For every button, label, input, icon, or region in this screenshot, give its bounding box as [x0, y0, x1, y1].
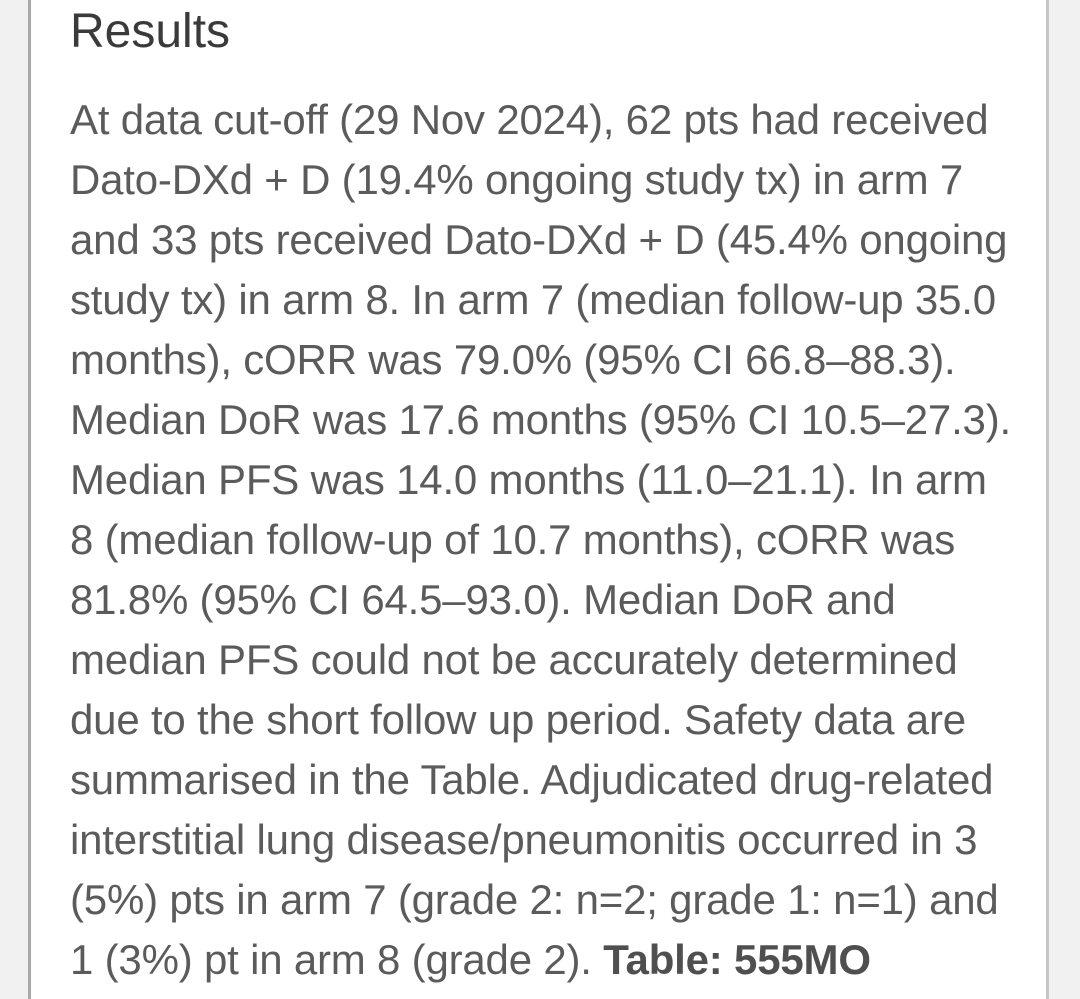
paragraph-line: Median DoR was 17.6 months (95% CI 10.5–…	[70, 396, 1011, 443]
paragraph-line: and 33 pts received Dato-DXd + D (45.4% …	[70, 216, 1008, 263]
paragraph-line: Median PFS was 14.0 months (11.0–21.1). …	[70, 456, 987, 503]
paragraph-line: At data cut-off (29 Nov 2024), 62 pts ha…	[70, 96, 989, 143]
results-paragraph: At data cut-off (29 Nov 2024), 62 pts ha…	[70, 90, 1011, 990]
table-reference-label: Table: 555MO	[603, 936, 871, 983]
paragraph-last-line: 1 (3%) pt in arm 8 (grade 2). Table: 555…	[70, 930, 1008, 990]
paragraph-line: median PFS could not be accurately deter…	[70, 636, 958, 683]
paragraph-line: months), cORR was 79.0% (95% CI 66.8–88.…	[70, 336, 956, 383]
last-line-text: 1 (3%) pt in arm 8 (grade 2).	[70, 936, 604, 983]
paragraph-line: study tx) in arm 8. In arm 7 (median fol…	[70, 276, 996, 323]
paragraph-lines: At data cut-off (29 Nov 2024), 62 pts ha…	[70, 90, 1011, 930]
paragraph-line: interstitial lung disease/pneumonitis oc…	[70, 816, 978, 863]
paragraph-line: (5%) pts in arm 7 (grade 2: n=2; grade 1…	[70, 876, 999, 923]
paragraph-line: Dato-DXd + D (19.4% ongoing study tx) in…	[70, 156, 964, 203]
paragraph-line: due to the short follow up period. Safet…	[70, 696, 966, 743]
paragraph-line: 81.8% (95% CI 64.5–93.0). Median DoR and	[70, 576, 896, 623]
paragraph-line: summarised in the Table. Adjudicated dru…	[70, 756, 994, 803]
abstract-results-card[interactable]: Results At data cut-off (29 Nov 2024), 6…	[28, 0, 1049, 999]
paragraph-line: 8 (median follow-up of 10.7 months), cOR…	[70, 516, 956, 563]
results-heading: Results	[70, 5, 231, 58]
